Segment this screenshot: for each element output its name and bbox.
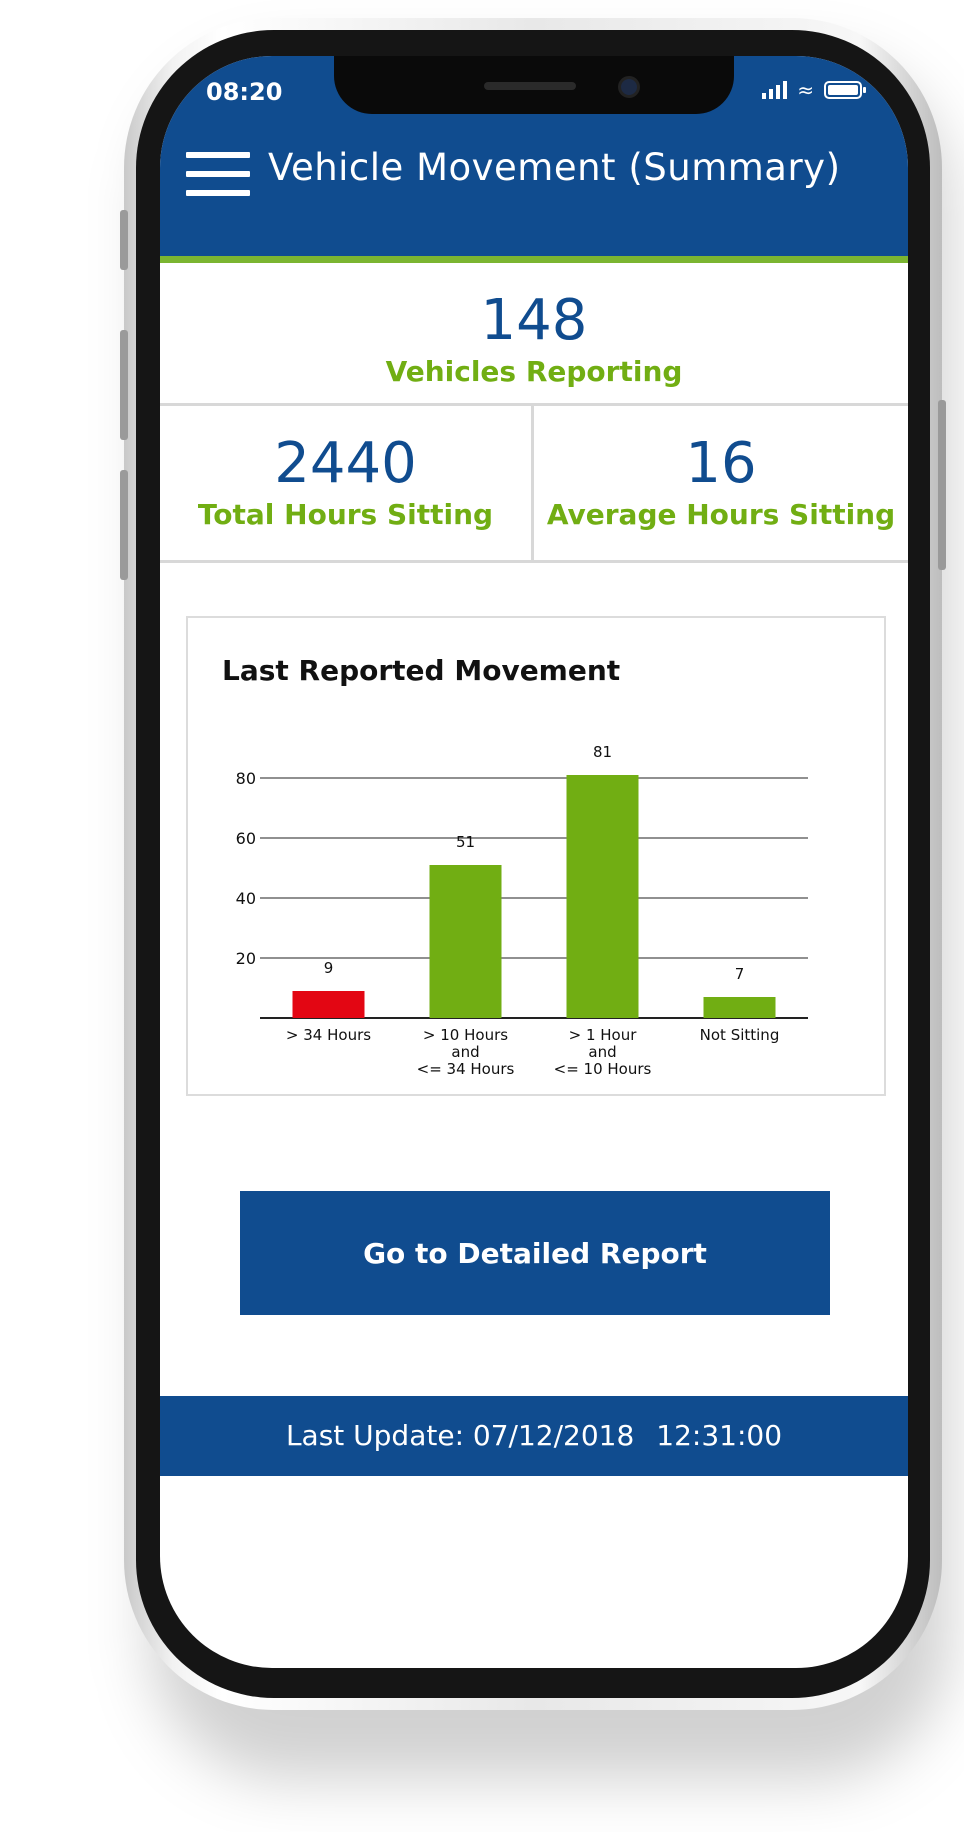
x-tick-label: > 1 Hour xyxy=(569,1026,638,1044)
kpi-label: Total Hours Sitting xyxy=(197,498,494,531)
data-label: 7 xyxy=(735,965,745,983)
kpi-label: Average Hours Sitting xyxy=(546,498,896,531)
bar xyxy=(703,997,776,1018)
x-tick-label: > 34 Hours xyxy=(286,1026,371,1044)
kpi-label: Vehicles Reporting xyxy=(385,355,683,388)
volume-up-button xyxy=(120,330,128,440)
last-update-label: Last Update: xyxy=(285,1419,464,1452)
detailed-report-button[interactable]: Go to Detailed Report xyxy=(240,1191,830,1315)
status-time: 08:20 xyxy=(206,78,283,106)
silent-switch xyxy=(120,210,128,270)
data-label: 9 xyxy=(324,959,334,977)
bar xyxy=(566,775,639,1018)
kpi-value: 2440 xyxy=(274,431,417,496)
status-icons: ≈ xyxy=(762,78,866,102)
x-tick-label: Not Sitting xyxy=(700,1026,780,1044)
bar xyxy=(429,865,502,1018)
bar xyxy=(292,991,365,1018)
kpi-value: 16 xyxy=(685,431,757,496)
speaker-grille xyxy=(484,82,576,90)
last-update-date: 07/12/2018 xyxy=(472,1419,635,1452)
header-accent-rule xyxy=(160,256,908,263)
power-button xyxy=(938,400,946,570)
x-tick-label: <= 10 Hours xyxy=(554,1060,652,1078)
data-label: 51 xyxy=(456,833,475,851)
page-title: Vehicle Movement (Summary) xyxy=(268,146,841,189)
x-tick-label: and xyxy=(588,1043,616,1061)
y-tick-label: 60 xyxy=(236,829,256,848)
kpi-average-hours-sitting: 16 Average Hours Sitting xyxy=(534,406,908,563)
wifi-icon: ≈ xyxy=(797,78,814,102)
last-update-time: 12:31:00 xyxy=(656,1419,783,1452)
front-camera xyxy=(618,76,640,98)
x-tick-label: <= 34 Hours xyxy=(417,1060,515,1078)
kpi-value: 148 xyxy=(480,288,588,353)
y-tick-label: 80 xyxy=(236,769,256,788)
chart-card: Last Reported Movement 20 40 60 80 9 > 34 Hou… xyxy=(186,616,886,1096)
hamburger-menu-icon[interactable] xyxy=(186,152,250,196)
kpi-vehicles-reporting: 148 Vehicles Reporting xyxy=(160,263,908,406)
chart-title: Last Reported Movement xyxy=(222,654,621,687)
notch xyxy=(334,56,734,114)
volume-down-button xyxy=(120,470,128,580)
signal-icon xyxy=(762,81,788,99)
x-tick-label: and xyxy=(451,1043,479,1061)
y-tick-label: 20 xyxy=(236,949,256,968)
battery-icon xyxy=(824,81,866,99)
y-tick-label: 40 xyxy=(236,889,256,908)
data-label: 81 xyxy=(593,743,612,761)
phone-screen: 08:20 ≈ Vehicle Movement (Summary) 148 V… xyxy=(160,56,908,1668)
app-header: 08:20 ≈ Vehicle Movement (Summary) xyxy=(160,56,908,256)
x-tick-label: > 10 Hours xyxy=(423,1026,508,1044)
last-update-bar: Last Update: 07/12/2018 12:31:00 xyxy=(160,1396,908,1476)
kpi-total-hours-sitting: 2440 Total Hours Sitting xyxy=(160,406,534,563)
